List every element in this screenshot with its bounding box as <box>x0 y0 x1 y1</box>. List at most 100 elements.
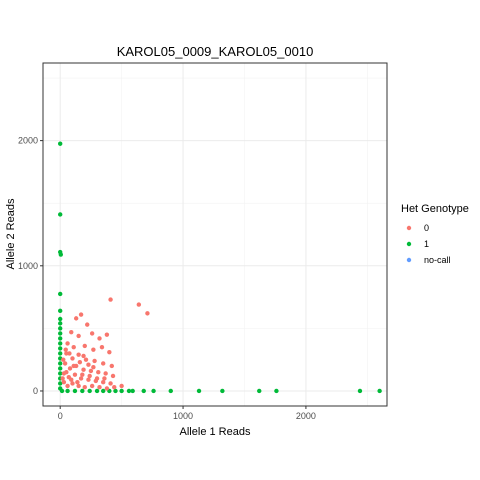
data-point-genotype-1 <box>87 388 92 394</box>
chart-title: KAROL05_0009_KAROL05_0010 <box>117 44 314 59</box>
data-point-genotype-0 <box>112 385 117 390</box>
data-point-genotype-1 <box>58 336 63 341</box>
data-point-genotype-0 <box>86 377 91 382</box>
data-point-genotype-0 <box>72 372 78 377</box>
data-point-genotype-0 <box>92 358 97 364</box>
data-point-genotype-1 <box>377 388 382 394</box>
data-point-genotype-0 <box>70 356 75 361</box>
data-point-genotype-1 <box>58 346 63 351</box>
data-point-genotype-0 <box>89 383 95 389</box>
data-points <box>58 141 382 394</box>
data-point-genotype-0 <box>97 385 102 390</box>
data-point-genotype-0 <box>108 381 113 386</box>
data-point-genotype-0 <box>110 373 116 379</box>
data-point-genotype-0 <box>145 311 150 316</box>
data-point-genotype-1 <box>58 321 63 326</box>
data-point-genotype-1 <box>58 316 63 322</box>
data-point-genotype-1 <box>196 388 202 394</box>
data-point-genotype-0 <box>104 332 110 337</box>
data-point-genotype-1 <box>126 388 132 394</box>
data-point-genotype-0 <box>136 302 142 307</box>
data-point-genotype-0 <box>63 347 68 352</box>
data-point-genotype-1 <box>72 388 78 394</box>
data-point-genotype-0 <box>78 376 84 381</box>
data-point-genotype-0 <box>109 363 115 369</box>
data-point-genotype-0 <box>61 380 67 385</box>
data-point-genotype-0 <box>75 380 80 385</box>
x-tick-label: 0 <box>58 411 63 421</box>
data-point-genotype-0 <box>89 331 95 336</box>
data-point-genotype-0 <box>107 349 112 355</box>
data-point-genotype-0 <box>65 341 70 346</box>
data-point-genotype-0 <box>119 383 124 389</box>
data-point-genotype-0 <box>99 344 105 350</box>
data-point-genotype-0 <box>81 367 86 372</box>
data-point-genotype-1 <box>58 308 63 314</box>
data-point-genotype-0 <box>94 376 100 381</box>
data-point-genotype-1 <box>58 212 63 217</box>
legend: Het Genotype 0 1 no-call <box>401 203 469 265</box>
data-point-genotype-1 <box>58 141 63 146</box>
legend-key-1 <box>406 241 412 247</box>
data-point-genotype-1 <box>220 388 225 394</box>
data-point-genotype-0 <box>71 363 76 369</box>
data-point-genotype-0 <box>64 370 69 375</box>
data-point-genotype-1 <box>58 366 63 371</box>
data-point-genotype-0 <box>77 359 83 365</box>
legend-title: Het Genotype <box>401 203 469 215</box>
data-point-genotype-0 <box>76 352 81 357</box>
data-point-genotype-0 <box>85 322 90 327</box>
data-point-genotype-1 <box>80 388 85 394</box>
data-point-genotype-0 <box>108 297 113 302</box>
data-point-genotype-0 <box>60 376 65 381</box>
data-point-genotype-1 <box>58 326 63 331</box>
data-point-genotype-1 <box>151 388 156 394</box>
x-tick-label: 1000 <box>173 411 193 421</box>
data-point-genotype-0 <box>83 357 89 362</box>
legend-key-0 <box>406 225 412 231</box>
data-point-genotype-0 <box>62 361 68 366</box>
data-point-genotype-1 <box>113 388 118 394</box>
data-point-genotype-1 <box>58 341 63 346</box>
data-point-genotype-0 <box>73 316 79 321</box>
legend-label-1: 1 <box>424 239 429 249</box>
y-tick-label: 2000 <box>18 136 38 146</box>
data-point-genotype-1 <box>101 388 106 394</box>
y-tick-label: 0 <box>33 386 38 396</box>
data-point-genotype-1 <box>58 252 64 257</box>
data-point-genotype-1 <box>274 388 279 394</box>
y-axis-ticks: 0 1000 2000 <box>18 136 43 396</box>
data-point-genotype-1 <box>257 388 262 394</box>
data-point-genotype-1 <box>58 381 63 386</box>
data-point-genotype-0 <box>69 377 74 382</box>
data-point-genotype-0 <box>76 383 81 389</box>
data-point-genotype-0 <box>64 351 69 356</box>
data-point-genotype-1 <box>130 388 135 394</box>
legend-label-0: 0 <box>424 223 429 233</box>
data-point-genotype-1 <box>141 388 146 394</box>
data-point-genotype-0 <box>103 371 108 376</box>
data-point-genotype-0 <box>87 373 92 379</box>
data-point-genotype-1 <box>119 388 124 394</box>
data-point-genotype-0 <box>86 362 91 367</box>
data-point-genotype-0 <box>88 368 94 374</box>
data-point-genotype-0 <box>82 385 87 390</box>
plot-background <box>43 63 387 406</box>
legend-key-no-call <box>406 257 412 263</box>
data-point-genotype-1 <box>58 331 63 336</box>
data-point-genotype-0 <box>96 370 101 375</box>
major-gridlines <box>43 63 387 406</box>
data-point-genotype-0 <box>80 372 85 377</box>
data-point-genotype-1 <box>58 351 63 356</box>
data-point-genotype-1 <box>59 388 65 394</box>
x-axis-title: Allele 1 Reads <box>180 426 251 438</box>
data-point-genotype-0 <box>71 344 76 350</box>
legend-items: 0 1 no-call <box>406 223 451 265</box>
legend-label-no-call: no-call <box>424 255 451 265</box>
data-point-genotype-0 <box>101 361 106 366</box>
data-point-genotype-1 <box>168 388 173 394</box>
data-point-genotype-1 <box>58 371 63 376</box>
y-axis-title: Allele 2 Reads <box>5 198 17 269</box>
data-point-genotype-0 <box>76 333 81 339</box>
